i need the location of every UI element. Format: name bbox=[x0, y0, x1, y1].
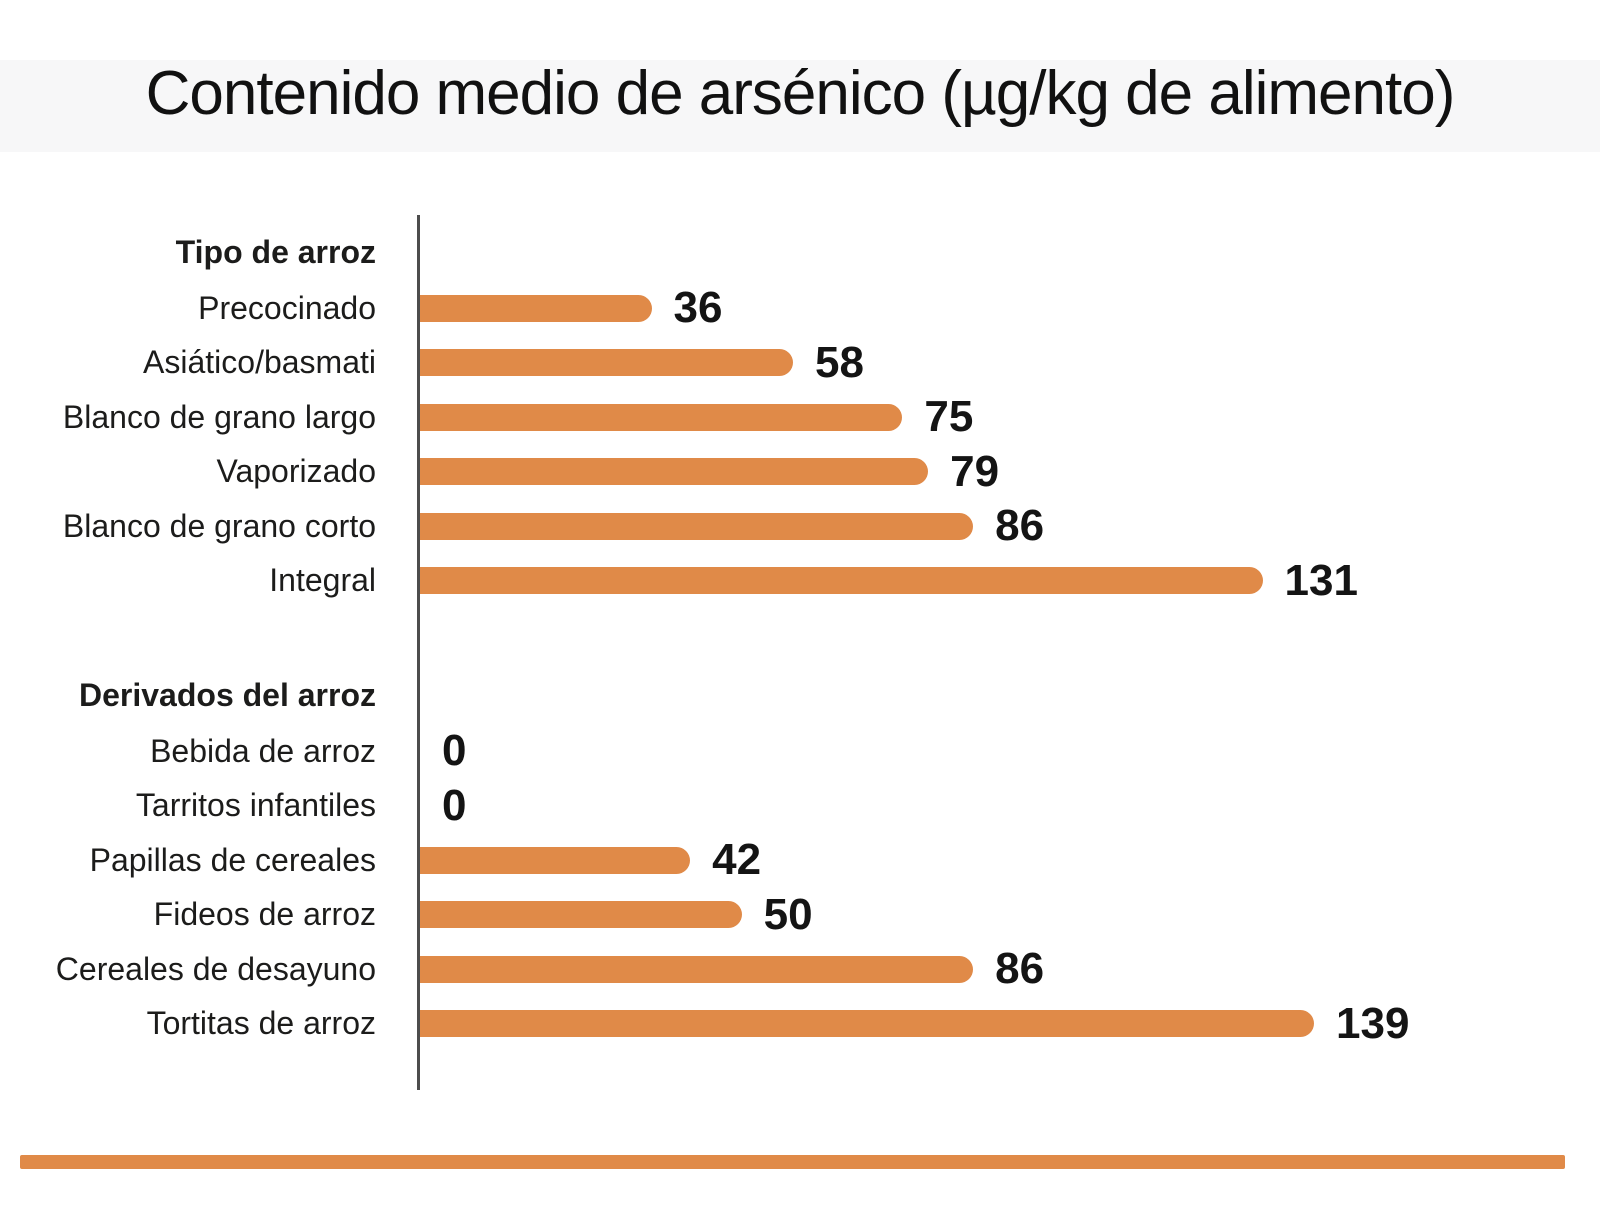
value-label: 0 bbox=[442, 780, 467, 830]
value-bar bbox=[420, 403, 903, 431]
bar-row: Blanco de grano corto 86 bbox=[0, 499, 1600, 554]
value-bar bbox=[420, 1010, 1314, 1038]
bar-chart: Tipo de arroz Precocinado 36 Asiático/ba… bbox=[0, 215, 1600, 1090]
value-bar bbox=[420, 458, 929, 486]
category-label: Blanco de grano largo bbox=[62, 398, 376, 435]
category-label: Tortitas de arroz bbox=[146, 1005, 376, 1042]
value-label: 36 bbox=[673, 283, 723, 333]
category-label: Asiático/basmati bbox=[143, 344, 376, 381]
value-label: 58 bbox=[815, 337, 864, 387]
value-label: 131 bbox=[1284, 555, 1358, 605]
bar-row: Asiático/basmati 58 bbox=[0, 336, 1600, 391]
value-label: 42 bbox=[712, 835, 762, 885]
value-bar bbox=[420, 955, 974, 983]
bar-row: Cereales de desayuno 86 bbox=[0, 942, 1600, 997]
bar-row: Tarritos infantiles 0 bbox=[0, 779, 1600, 834]
category-label: Blanco de grano corto bbox=[62, 507, 376, 544]
group-header-row: Tipo de arroz bbox=[0, 223, 1600, 281]
chart-title: Contenido medio de arsénico (µg/kg de al… bbox=[145, 59, 1456, 128]
title-background-band bbox=[0, 60, 1600, 152]
bar-row: Vaporizado 79 bbox=[0, 445, 1600, 500]
value-bar bbox=[420, 846, 691, 874]
category-label: Papillas de cereales bbox=[89, 841, 376, 878]
bar-row: Papillas de cereales 42 bbox=[0, 833, 1600, 888]
value-bar bbox=[420, 512, 974, 540]
value-bar bbox=[420, 294, 652, 322]
value-label: 75 bbox=[924, 392, 974, 442]
bar-row: Bebida de arroz 0 bbox=[0, 724, 1600, 779]
category-label: Bebida de arroz bbox=[150, 732, 376, 769]
value-label: 86 bbox=[995, 944, 1045, 994]
value-bar bbox=[420, 349, 793, 377]
category-label: Precocinado bbox=[198, 289, 376, 326]
value-label: 139 bbox=[1336, 998, 1410, 1048]
value-label: 79 bbox=[950, 446, 1000, 496]
group-gap bbox=[0, 608, 1600, 666]
group-header-label: Derivados del arroz bbox=[79, 676, 376, 713]
bottom-divider-rule bbox=[20, 1155, 1565, 1169]
bar-row: Tortitas de arroz 139 bbox=[0, 997, 1600, 1052]
bar-row: Fideos de arroz 50 bbox=[0, 888, 1600, 943]
bar-row: Integral 131 bbox=[0, 554, 1600, 609]
category-label: Tarritos infantiles bbox=[135, 787, 376, 824]
bar-row: Precocinado 36 bbox=[0, 281, 1600, 336]
category-label: Integral bbox=[269, 562, 376, 599]
y-axis-line bbox=[417, 215, 420, 1090]
chart-rows: Tipo de arroz Precocinado 36 Asiático/ba… bbox=[0, 223, 1600, 1051]
value-bar bbox=[420, 901, 742, 929]
value-bar bbox=[420, 567, 1263, 595]
value-label: 86 bbox=[995, 501, 1045, 551]
category-label: Vaporizado bbox=[216, 453, 376, 490]
category-label: Fideos de arroz bbox=[153, 896, 376, 933]
group-header-row: Derivados del arroz bbox=[0, 666, 1600, 724]
group-header-label: Tipo de arroz bbox=[175, 233, 376, 270]
value-label: 0 bbox=[442, 726, 467, 776]
bar-row: Blanco de grano largo 75 bbox=[0, 390, 1600, 445]
category-label: Cereales de desayuno bbox=[55, 950, 376, 987]
value-label: 50 bbox=[763, 889, 813, 939]
